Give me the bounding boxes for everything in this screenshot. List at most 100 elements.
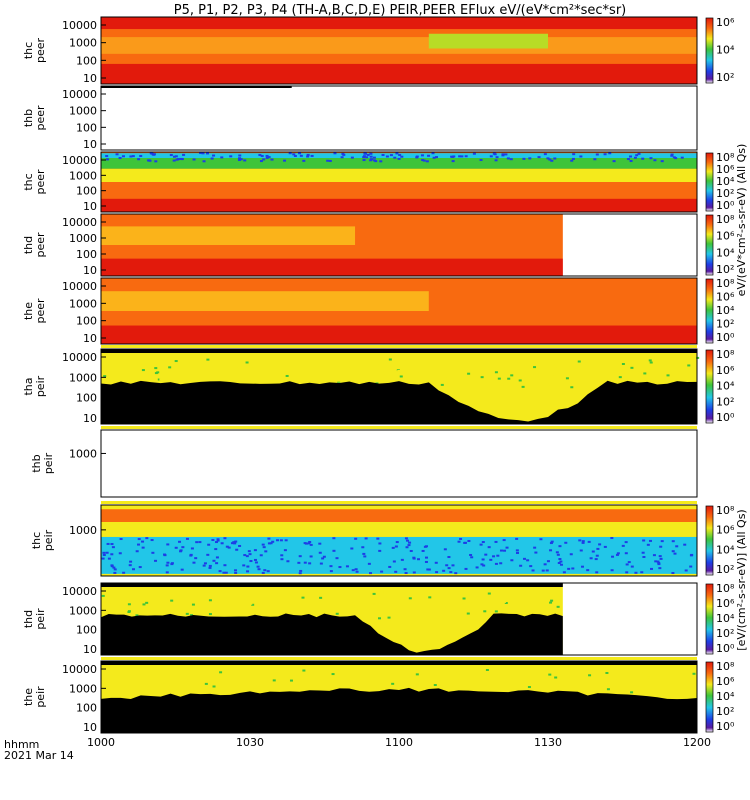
ytick-label: 10000 xyxy=(62,280,97,293)
svg-text:eV/(eV*cm²-s-sr-eV) (All Qs): eV/(eV*cm²-s-sr-eV) (All Qs) xyxy=(735,144,748,297)
panel-1: thc peer 10000 1000 100 10 10⁶ 10⁴ 10² xyxy=(22,16,735,85)
svg-text:[eV/(cm²-s-sr-eV)] (All Qs): [eV/(cm²-s-sr-eV)] (All Qs) xyxy=(735,509,748,650)
colorbar-tick-label: 10⁰ xyxy=(716,720,735,733)
ytick-label: 100 xyxy=(76,54,97,67)
ytick-label: 1000 xyxy=(69,232,97,245)
colorbar-tick-label: 10² xyxy=(716,71,734,84)
panel-ylabel: thd peir xyxy=(22,608,47,630)
colorbar-tick-label: 10⁴ xyxy=(716,612,735,625)
panel-4: thd peer 10000 1000 100 10 10⁸ 10⁶ 10⁴ 10² xyxy=(22,213,735,277)
colorbar-tick-label: 10² xyxy=(716,627,734,640)
colorbar-tick-label: 10² xyxy=(716,705,734,718)
xtick-label: 1130 xyxy=(534,736,562,749)
panel-10: the peir 10000 1000 100 10 10⁸ 10⁶ 10⁴ 10² 10⁰ xyxy=(22,657,735,734)
ylabel-line2: peir xyxy=(34,375,47,397)
ylabel-line1: thc xyxy=(22,173,35,190)
ylabel-line2: peer xyxy=(34,298,47,324)
colorbar-tick-label: 10⁸ xyxy=(716,277,735,290)
panel-8: thc peir 1000 10⁸ 10⁶ 10⁴ 10² xyxy=(30,501,735,577)
panel-frame xyxy=(100,277,698,345)
panel-ylabel: thc peer xyxy=(22,38,47,64)
ylabel-line2: peir xyxy=(34,686,47,708)
ytick-label: 100 xyxy=(76,315,97,328)
ytick-label: 10000 xyxy=(62,88,97,101)
colorbar-tick-label: 10⁸ xyxy=(716,151,735,164)
ytick-label: 10000 xyxy=(62,351,97,364)
x-axis-label: hhmm xyxy=(4,738,40,751)
ytick-label: 1000 xyxy=(69,297,97,310)
ytick-label: 100 xyxy=(76,248,97,261)
colorbar-tick-label: 10⁴ xyxy=(716,690,735,703)
colorbar-tick-label: 10⁰ xyxy=(716,411,735,424)
colorbar-tick-label: 10⁴ xyxy=(716,380,735,393)
panel-ylabel: thb peir xyxy=(30,452,55,474)
colorbar-tick-label: 10⁶ xyxy=(716,524,735,537)
panel-ylabel: thd peer xyxy=(22,232,47,258)
ylabel-line1: the xyxy=(22,302,35,320)
ytick-label: 10 xyxy=(83,72,97,85)
colorbar-tick-label: 10² xyxy=(716,263,734,276)
colorbar-tick-label: 10⁶ xyxy=(716,364,735,377)
ytick-label: 10000 xyxy=(62,154,97,167)
colorbar: 10⁸ 10⁶ 10⁴ 10² xyxy=(705,504,735,576)
colorbar-tick-label: 10⁶ xyxy=(716,230,735,243)
panel-frame xyxy=(100,348,698,425)
ylabel-line2: peer xyxy=(34,169,47,195)
panel-9: thd peir 10000 1000 100 10 10⁸ 10⁶ 10⁴ 10² 10⁰ xyxy=(22,582,735,656)
ytick-label: 10 xyxy=(83,721,97,734)
xtick-label: 1100 xyxy=(385,736,413,749)
panel-frame xyxy=(100,582,698,656)
ytick-label: 1000 xyxy=(69,169,97,182)
colorbar-tick-label: 10⁶ xyxy=(716,291,735,304)
ylabel-line1: thd xyxy=(22,610,35,628)
colorbar-tick-label: 10⁶ xyxy=(716,16,735,29)
panel-frame xyxy=(100,16,698,85)
ytick-label: 1000 xyxy=(69,604,97,617)
ylabel-line1: the xyxy=(22,688,35,706)
chart-title: P5, P1, P2, P3, P4 (TH-A,B,C,D,E) PEIR,P… xyxy=(173,3,627,18)
panel-2: thb peer 10000 1000 100 10 xyxy=(22,85,698,151)
colorbar-tick-label: 10⁴ xyxy=(716,175,735,188)
colorbar-axis-label-lower: [eV/(cm²-s-sr-eV)] (All Qs) xyxy=(735,509,748,650)
panel-frame xyxy=(100,213,698,277)
ytick-label: 100 xyxy=(76,392,97,405)
ytick-label: 10 xyxy=(83,138,97,151)
colorbar-tick-label: 10⁴ xyxy=(716,543,735,556)
ytick-label: 1000 xyxy=(69,105,97,118)
x-axis: eV/(eV*cm²-s-sr-eV) (All Qs) [eV/(cm²-s-s… xyxy=(87,144,748,749)
colorbar-tick-label: 10⁶ xyxy=(716,675,735,688)
ylabel-line2: peir xyxy=(42,529,55,551)
ytick-label: 10 xyxy=(83,264,97,277)
colorbar-tick-label: 10⁰ xyxy=(716,331,735,344)
ytick-label: 100 xyxy=(76,702,97,715)
colorbar-tick-label: 10² xyxy=(716,187,734,200)
colorbar-tick-label: 10⁸ xyxy=(716,213,735,226)
colorbar-tick-label: 10⁰ xyxy=(716,642,735,655)
panel-ylabel: the peir xyxy=(22,686,47,708)
colorbar-tick-label: 10⁸ xyxy=(716,660,735,673)
ylabel-line1: thd xyxy=(22,236,35,254)
ytick-label: 10000 xyxy=(62,216,97,229)
panel-frame xyxy=(100,504,698,577)
panel-ylabel: thc peer xyxy=(22,169,47,195)
ytick-label: 100 xyxy=(76,624,97,637)
ytick-label: 10000 xyxy=(62,663,97,676)
colorbar-tick-label: 10² xyxy=(716,563,734,576)
colorbar-tick-label: 10² xyxy=(716,318,734,331)
ytick-label: 1000 xyxy=(69,682,97,695)
panel-frame xyxy=(100,151,698,213)
panel-ylabel: the peer xyxy=(22,298,47,324)
panel-6: tha peir 10000 1000 100 10 10⁸ 10⁶ 10⁴ 10² 10⁰ xyxy=(22,345,735,425)
ytick-label: 100 xyxy=(76,121,97,134)
colorbar-tick-label: 10⁶ xyxy=(716,597,735,610)
colorbar: 10⁸ 10⁶ 10⁴ 10² 10⁰ xyxy=(705,660,735,733)
ylabel-line2: peer xyxy=(34,232,47,258)
ytick-label: 1000 xyxy=(69,37,97,50)
colorbar-tick-label: 10⁴ xyxy=(716,44,735,57)
